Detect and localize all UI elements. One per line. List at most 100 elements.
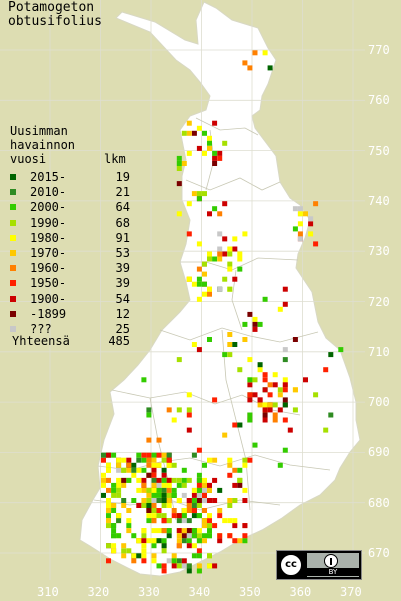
observation-square xyxy=(106,543,111,549)
observation-square xyxy=(186,568,192,574)
observation-squares xyxy=(101,50,344,574)
observation-square xyxy=(106,487,111,493)
observation-square xyxy=(242,231,248,237)
observation-square xyxy=(151,457,157,463)
observation-square xyxy=(247,311,253,317)
observation-square xyxy=(181,492,187,498)
observation-square xyxy=(303,377,308,383)
observation-square xyxy=(111,508,117,513)
observation-square xyxy=(207,211,212,217)
observation-square xyxy=(237,251,243,257)
legend-swatch xyxy=(10,250,16,256)
observation-square xyxy=(156,437,162,443)
observation-square xyxy=(227,518,233,524)
legend-label: 2015- xyxy=(30,170,67,184)
observation-square xyxy=(207,135,212,141)
legend-label: 1980- xyxy=(30,230,67,245)
observation-square xyxy=(186,538,192,544)
legend-swatch xyxy=(10,310,16,317)
y-axis-tick-label: 700 xyxy=(368,395,390,410)
observation-square xyxy=(212,498,218,503)
observation-square xyxy=(166,528,172,534)
observation-square xyxy=(242,321,248,327)
observation-square xyxy=(308,221,314,227)
observation-square xyxy=(171,417,177,423)
observation-square xyxy=(111,452,117,458)
observation-square xyxy=(161,538,167,544)
observation-square xyxy=(202,508,207,513)
legend-swatch xyxy=(10,189,16,196)
y-axis-tick-label: 730 xyxy=(368,244,390,259)
observation-square xyxy=(121,498,127,503)
observation-square xyxy=(186,508,192,513)
observation-square xyxy=(191,508,197,513)
legend-row: 1970- 53 xyxy=(10,246,130,261)
observation-square xyxy=(262,296,268,302)
observation-square xyxy=(111,543,117,549)
legend-swatch xyxy=(10,174,16,180)
observation-square xyxy=(252,377,258,383)
legend-label: 2000- xyxy=(30,200,67,215)
observation-square xyxy=(313,201,319,207)
observation-square xyxy=(237,422,243,428)
legend-heading-line1: Uusimman xyxy=(10,124,68,138)
observation-square xyxy=(217,211,223,217)
observation-square xyxy=(242,337,248,342)
observation-square xyxy=(308,216,314,222)
observation-square xyxy=(202,477,207,483)
observation-square xyxy=(292,206,298,212)
observation-square xyxy=(151,467,157,473)
observation-square xyxy=(141,498,147,503)
observation-square xyxy=(191,342,197,347)
observation-square xyxy=(202,261,207,267)
observation-square xyxy=(106,467,111,473)
legend-swatch xyxy=(10,219,16,226)
coordinate-grid xyxy=(0,0,365,580)
legend-count-header: lkm xyxy=(104,152,126,166)
observation-square xyxy=(196,447,202,453)
observation-square xyxy=(186,120,192,126)
observation-square xyxy=(196,347,202,353)
observation-square xyxy=(252,321,258,327)
observation-square xyxy=(166,457,172,463)
observation-square xyxy=(191,553,197,559)
observation-square xyxy=(196,513,202,519)
observation-square xyxy=(161,503,167,508)
observation-square xyxy=(181,528,187,534)
observation-square xyxy=(106,477,111,483)
observation-square xyxy=(111,548,117,554)
observation-square xyxy=(272,372,278,378)
observation-square xyxy=(232,538,238,544)
observation-square xyxy=(212,563,218,569)
species-title-line1: Potamogeton xyxy=(8,0,95,15)
legend-count: 12 xyxy=(115,306,130,321)
legend-label: 1970- xyxy=(30,246,67,260)
observation-square xyxy=(141,538,147,544)
observation-square xyxy=(156,487,162,493)
observation-square xyxy=(126,528,132,534)
observation-square xyxy=(136,538,142,544)
observation-square xyxy=(227,457,233,463)
observation-square xyxy=(196,472,202,478)
observation-square xyxy=(212,120,218,126)
observation-square xyxy=(196,492,202,498)
observation-square xyxy=(141,377,147,383)
observation-square xyxy=(207,145,212,151)
observation-square xyxy=(131,553,137,559)
observation-square xyxy=(171,563,177,569)
observation-square xyxy=(161,548,167,554)
observation-square xyxy=(171,553,177,559)
observation-square xyxy=(217,513,223,519)
observation-square xyxy=(237,266,243,272)
observation-square xyxy=(202,482,207,488)
observation-square xyxy=(186,563,192,569)
observation-square xyxy=(171,462,177,468)
observation-square xyxy=(126,477,132,483)
observation-square xyxy=(292,407,298,413)
legend-swatch xyxy=(10,234,16,241)
observation-square xyxy=(196,276,202,282)
observation-square xyxy=(181,477,187,483)
observation-square xyxy=(176,477,182,483)
observation-square xyxy=(217,150,223,156)
observation-square xyxy=(217,155,223,161)
